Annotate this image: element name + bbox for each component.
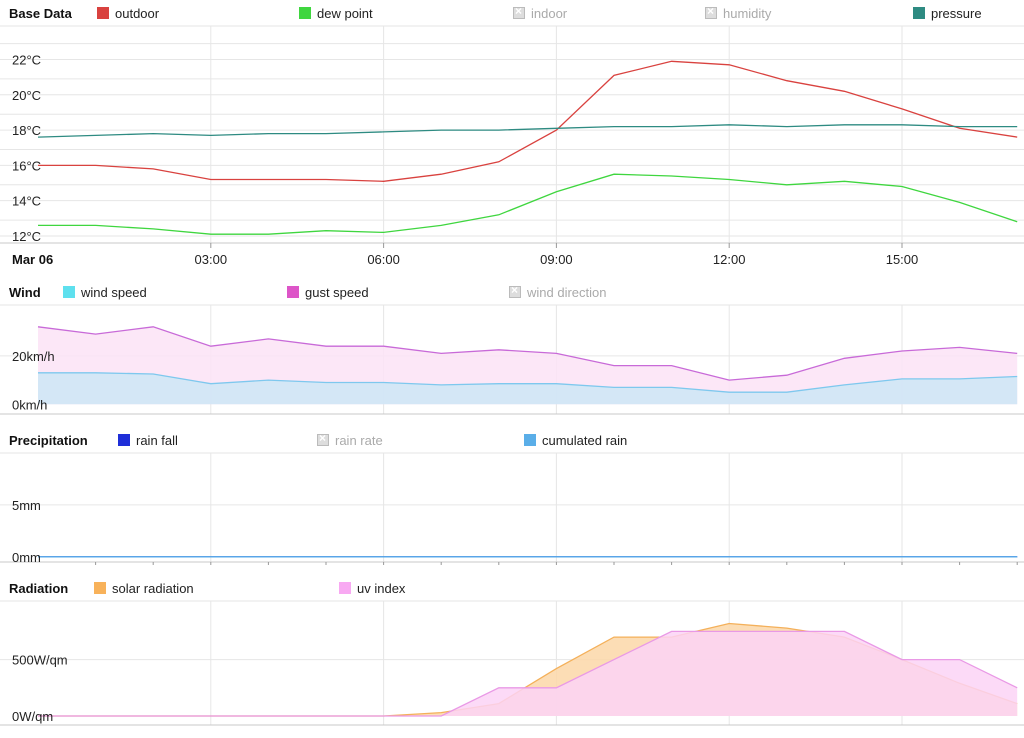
precipitation-chart: 0mm 5mm [0,452,1024,565]
radiation-section-title: Radiation [9,581,69,596]
legend-humidity[interactable]: humidity [705,4,772,21]
wind-line-gust-speed [37,326,1018,381]
legend-rain-rate[interactable]: rain rate [317,431,383,448]
base-line-dew-point [38,173,1018,235]
base-y-tick-label: 12°C [12,229,41,244]
legend-swatch-rain-fall [118,434,130,446]
base-y-tick-label: 14°C [12,194,41,209]
wind-y-tick-label: 20km/h [12,349,55,364]
wind-line-wind-speed [38,372,1018,393]
base-x-tick-label: 15:00 [886,252,919,267]
wind-section-title: Wind [9,285,41,300]
radiation-area-uv-index [38,631,1018,716]
base-x-tick-label: 12:00 [713,252,746,267]
radiation-line-uv-index [38,630,1018,717]
legend-pressure[interactable]: pressure [913,6,982,21]
base-x-tick-label: 09:00 [540,252,573,267]
legend-swatch-rain-rate-disabled [317,431,329,446]
legend-indoor[interactable]: indoor [513,4,568,21]
legend-label-rain-rate: rain rate [335,433,383,448]
base-y-tick-label: 20°C [12,88,41,103]
legend-swatch-solar-radiation [94,582,106,594]
legend-uv-index[interactable]: uv index [339,581,405,596]
base-x-tick-label: 03:00 [195,252,228,267]
precip-section-title: Precipitation [9,433,88,448]
legend-label-dew-point: dew point [317,6,373,21]
legend-swatch-wind-speed [63,286,75,298]
base-x-tick-label: 06:00 [367,252,400,267]
legend-swatch-wind-direction-disabled [509,283,521,298]
wind-legend-row: Wind wind speed gust speed wind directio… [0,282,1024,304]
legend-wind-direction[interactable]: wind direction [509,283,607,300]
base-line-pressure [37,124,1018,138]
base-y-tick-label: 22°C [12,53,41,68]
precip-legend-row: Precipitation rain fall rain rate cumula… [0,430,1024,452]
legend-label-gust-speed: gust speed [305,285,369,300]
legend-rain-fall[interactable]: rain fall [118,433,178,448]
radiation-chart: 0W/qm 500W/qm [0,600,1024,726]
base-line-outdoor [38,60,1018,182]
legend-swatch-humidity-disabled [705,4,717,19]
legend-swatch-gust-speed [287,286,299,298]
wind-area-wind-speed [38,372,1018,405]
base-data-chart: 12°C 14°C 16°C 18°C 20°C 22°C 03:00 06:00 09:00 1… [0,25,1024,267]
legend-swatch-outdoor [97,7,109,19]
radiation-legend-row: Radiation solar radiation uv index [0,578,1024,600]
legend-gust-speed[interactable]: gust speed [287,285,369,300]
legend-label-pressure: pressure [931,6,982,21]
legend-wind-speed[interactable]: wind speed [63,285,147,300]
base-date-label: Mar 06 [12,252,53,267]
legend-label-cumulated-rain: cumulated rain [542,433,628,448]
base-section-title: Base Data [9,6,72,21]
legend-label-humidity: humidity [723,6,772,21]
legend-label-solar-radiation: solar radiation [112,581,194,596]
legend-label-uv-index: uv index [357,581,406,596]
legend-swatch-indoor-disabled [513,4,525,19]
precip-y-tick-label: 0mm [12,550,41,565]
wind-chart: 0km/h 20km/h [0,304,1024,415]
legend-swatch-cumulated-rain [524,434,536,446]
base-y-tick-label: 18°C [12,123,41,138]
legend-label-outdoor: outdoor [115,6,160,21]
radiation-y-tick-label: 500W/qm [12,653,68,668]
radiation-y-tick-label: 0W/qm [12,709,53,724]
legend-dew-point[interactable]: dew point [299,6,373,21]
legend-swatch-dew-point [299,7,311,19]
legend-swatch-uv-index [339,582,351,594]
legend-label-wind-speed: wind speed [81,285,147,300]
legend-label-rain-fall: rain fall [136,433,178,448]
base-legend-row: Base Data outdoor dew point indoor humid… [0,3,1024,25]
legend-outdoor[interactable]: outdoor [97,6,159,21]
legend-solar-radiation[interactable]: solar radiation [94,581,194,596]
legend-label-wind-direction: wind direction [527,285,607,300]
legend-cumulated-rain[interactable]: cumulated rain [524,433,627,448]
legend-label-indoor: indoor [531,6,568,21]
base-y-tick-label: 16°C [12,158,41,173]
legend-swatch-pressure [913,7,925,19]
wind-y-tick-label: 0km/h [12,397,47,412]
precip-y-tick-label: 5mm [12,498,41,513]
